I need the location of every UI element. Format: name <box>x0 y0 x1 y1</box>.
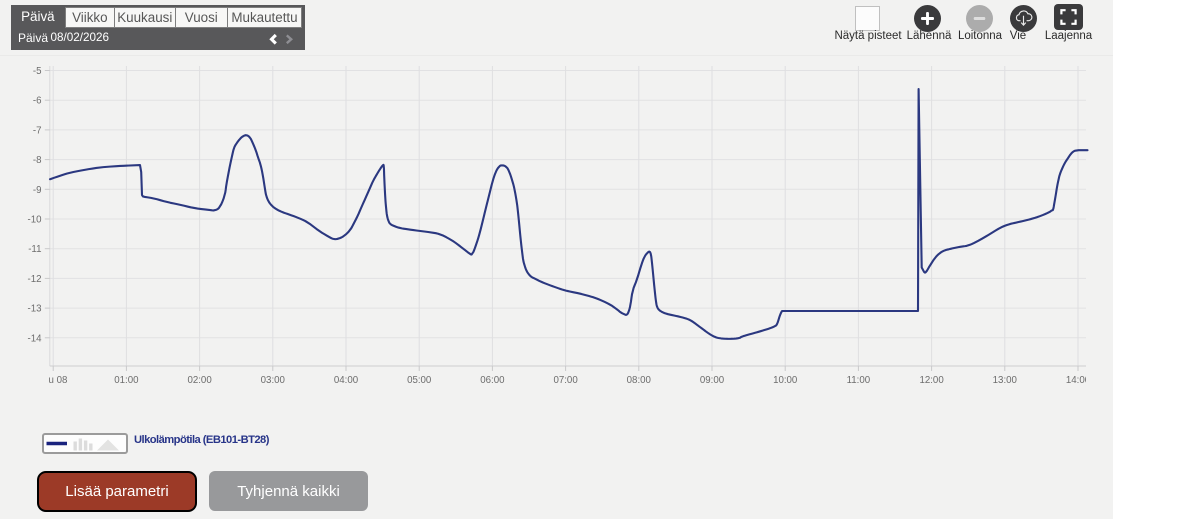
svg-text:-10: -10 <box>27 215 42 226</box>
svg-text:02:00: 02:00 <box>187 375 212 386</box>
svg-text:03:00: 03:00 <box>261 375 286 386</box>
svg-text:-12: -12 <box>27 274 41 285</box>
svg-text:04:00: 04:00 <box>334 375 359 386</box>
svg-text:07:00: 07:00 <box>553 375 578 386</box>
svg-text:10:00: 10:00 <box>773 375 798 386</box>
svg-text:08:00: 08:00 <box>627 375 652 386</box>
svg-text:-6: -6 <box>33 96 42 107</box>
svg-text:14:00: 14:00 <box>1066 375 1091 386</box>
svg-text:09:00: 09:00 <box>700 375 725 386</box>
svg-text:11:00: 11:00 <box>847 375 871 386</box>
svg-text:-13: -13 <box>27 304 41 315</box>
svg-text:13:00: 13:00 <box>993 375 1018 386</box>
svg-text:-11: -11 <box>28 244 41 255</box>
svg-text:06:00: 06:00 <box>480 375 505 386</box>
svg-text:12:00: 12:00 <box>919 375 944 386</box>
svg-text:-5: -5 <box>33 66 42 77</box>
svg-text:-8: -8 <box>33 155 42 166</box>
svg-text:-9: -9 <box>33 185 42 196</box>
svg-text:05:00: 05:00 <box>407 375 432 386</box>
svg-text:-14: -14 <box>27 333 42 344</box>
svg-text:01:00: 01:00 <box>114 375 139 386</box>
svg-text:u 08: u 08 <box>49 375 68 386</box>
svg-text:-7: -7 <box>33 125 42 136</box>
